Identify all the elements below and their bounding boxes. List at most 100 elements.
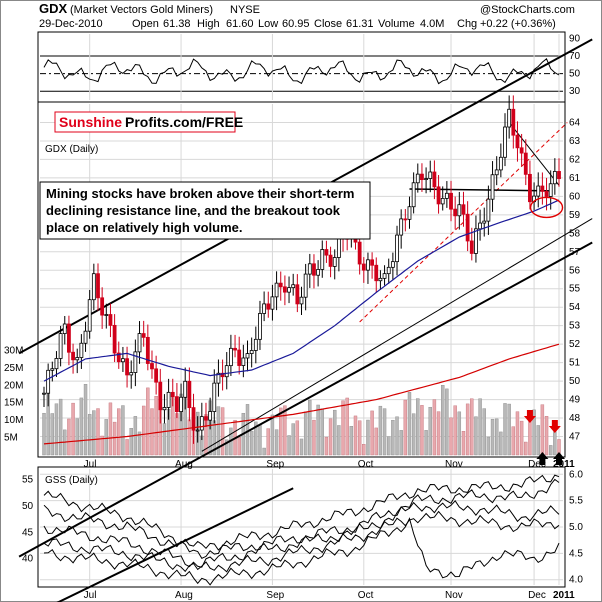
candle-body	[528, 173, 532, 203]
candle-body	[403, 218, 408, 221]
volume-bar	[411, 413, 416, 456]
annotation-line-3: place on relatively high volume.	[46, 220, 243, 235]
volume-bar	[83, 384, 88, 456]
candle-body	[208, 411, 213, 421]
price-ytick-label: 52	[569, 339, 581, 350]
candle-body	[461, 204, 466, 215]
comparison-channel-line	[56, 487, 294, 602]
comparison-panel-title: GSS (Daily)	[45, 475, 98, 486]
volume-bar	[474, 416, 478, 456]
candle-body	[42, 392, 46, 395]
volume-ytick-label: 10M	[4, 415, 23, 426]
volume-bar	[141, 405, 146, 456]
volume-bar	[461, 431, 466, 456]
candle-body	[328, 254, 333, 267]
volume-bar	[266, 428, 270, 456]
comparison-right-ytick-label: 4.5	[569, 548, 583, 559]
volume-bar	[515, 411, 520, 456]
annotation-line-2: declining resistance line, and the break…	[46, 203, 341, 218]
volume-bar	[366, 419, 370, 456]
red-down-arrow	[523, 410, 536, 423]
candle-body	[540, 185, 545, 192]
header-volume-label: Volume	[378, 18, 415, 30]
red-down-arrow	[548, 420, 561, 433]
volume-bar	[465, 403, 470, 456]
price-ytick-label: 53	[569, 321, 581, 332]
volume-bar	[67, 418, 71, 456]
volume-bar	[403, 399, 408, 456]
candle-body	[282, 286, 287, 293]
price-xtick-label: Sep	[266, 459, 284, 470]
candle-body	[241, 357, 246, 366]
header-high-label: High	[197, 18, 220, 30]
candle-body	[544, 190, 549, 197]
candle-body	[145, 336, 150, 364]
indicator-ytick-label: 50	[569, 69, 581, 80]
volume-bar	[441, 385, 445, 456]
volume-bar	[449, 417, 453, 456]
volume-bar	[129, 428, 133, 456]
candle-body	[378, 277, 383, 282]
candle-body	[175, 396, 179, 413]
price-xtick-label: Jul	[84, 459, 97, 470]
candle-body	[515, 134, 520, 149]
volume-bar	[187, 419, 192, 456]
candle-body	[204, 416, 208, 421]
comparison-xtick-label: Aug	[175, 590, 193, 601]
candle-body	[237, 349, 242, 366]
price-ytick-label: 64	[569, 117, 581, 128]
comparison-left-ytick-label: 40	[22, 554, 34, 565]
candle-body	[233, 347, 237, 351]
candle-body	[519, 147, 524, 154]
price-ytick-label: 62	[569, 154, 581, 165]
volume-bar	[150, 408, 154, 456]
indicator-panel-frame	[37, 31, 566, 103]
candle-body	[511, 108, 516, 136]
price-ytick-label: 54	[569, 302, 581, 313]
comparison-layer	[43, 474, 560, 602]
candle-body	[274, 282, 279, 298]
comparison-series-line	[43, 478, 560, 559]
candle-body	[137, 333, 142, 353]
volume-bar	[519, 420, 524, 456]
candle-body	[116, 352, 121, 363]
volume-bar	[486, 436, 491, 456]
volume-bar	[370, 410, 374, 456]
volume-bar	[104, 419, 108, 456]
volume-bar	[100, 435, 104, 456]
candle-body	[552, 171, 557, 185]
candle-body	[395, 234, 399, 263]
comparison-xtick-label: Oct	[358, 590, 374, 601]
volume-bar	[503, 403, 507, 456]
candle-body	[498, 156, 503, 171]
header-open-label: Open	[132, 18, 159, 30]
volume-bar	[320, 408, 324, 456]
candle-body	[357, 241, 362, 265]
volume-bar	[470, 398, 474, 456]
price-ytick-label: 63	[569, 136, 581, 147]
black-up-arrow	[553, 452, 565, 465]
header-chg-value: +0.22 (+0.36%)	[480, 18, 556, 30]
volume-bar	[237, 437, 241, 456]
header-close-value: 61.31	[346, 18, 374, 30]
volume-bar	[482, 408, 486, 456]
header-low-label: Low	[258, 18, 278, 30]
volume-ytick-label: 5M	[4, 433, 18, 444]
price-xtick-label: 2011	[553, 459, 575, 470]
candle-body	[220, 372, 225, 378]
price-ytick-label: 51	[569, 358, 581, 369]
volume-bar	[345, 397, 349, 456]
candle-body	[432, 171, 437, 188]
candle-body	[557, 171, 561, 180]
candle-body	[162, 407, 167, 411]
candle-body	[390, 261, 395, 268]
volume-bar	[121, 405, 125, 456]
comparison-left-ytick-label: 45	[22, 527, 34, 538]
breakout-highlight-ellipse	[529, 196, 564, 219]
volume-bar	[274, 429, 279, 456]
comparison-xtick-label: Sep	[266, 590, 284, 601]
candle-body	[436, 186, 441, 205]
volume-bar	[96, 408, 100, 456]
candle-body	[91, 273, 96, 301]
candle-body	[121, 358, 125, 363]
